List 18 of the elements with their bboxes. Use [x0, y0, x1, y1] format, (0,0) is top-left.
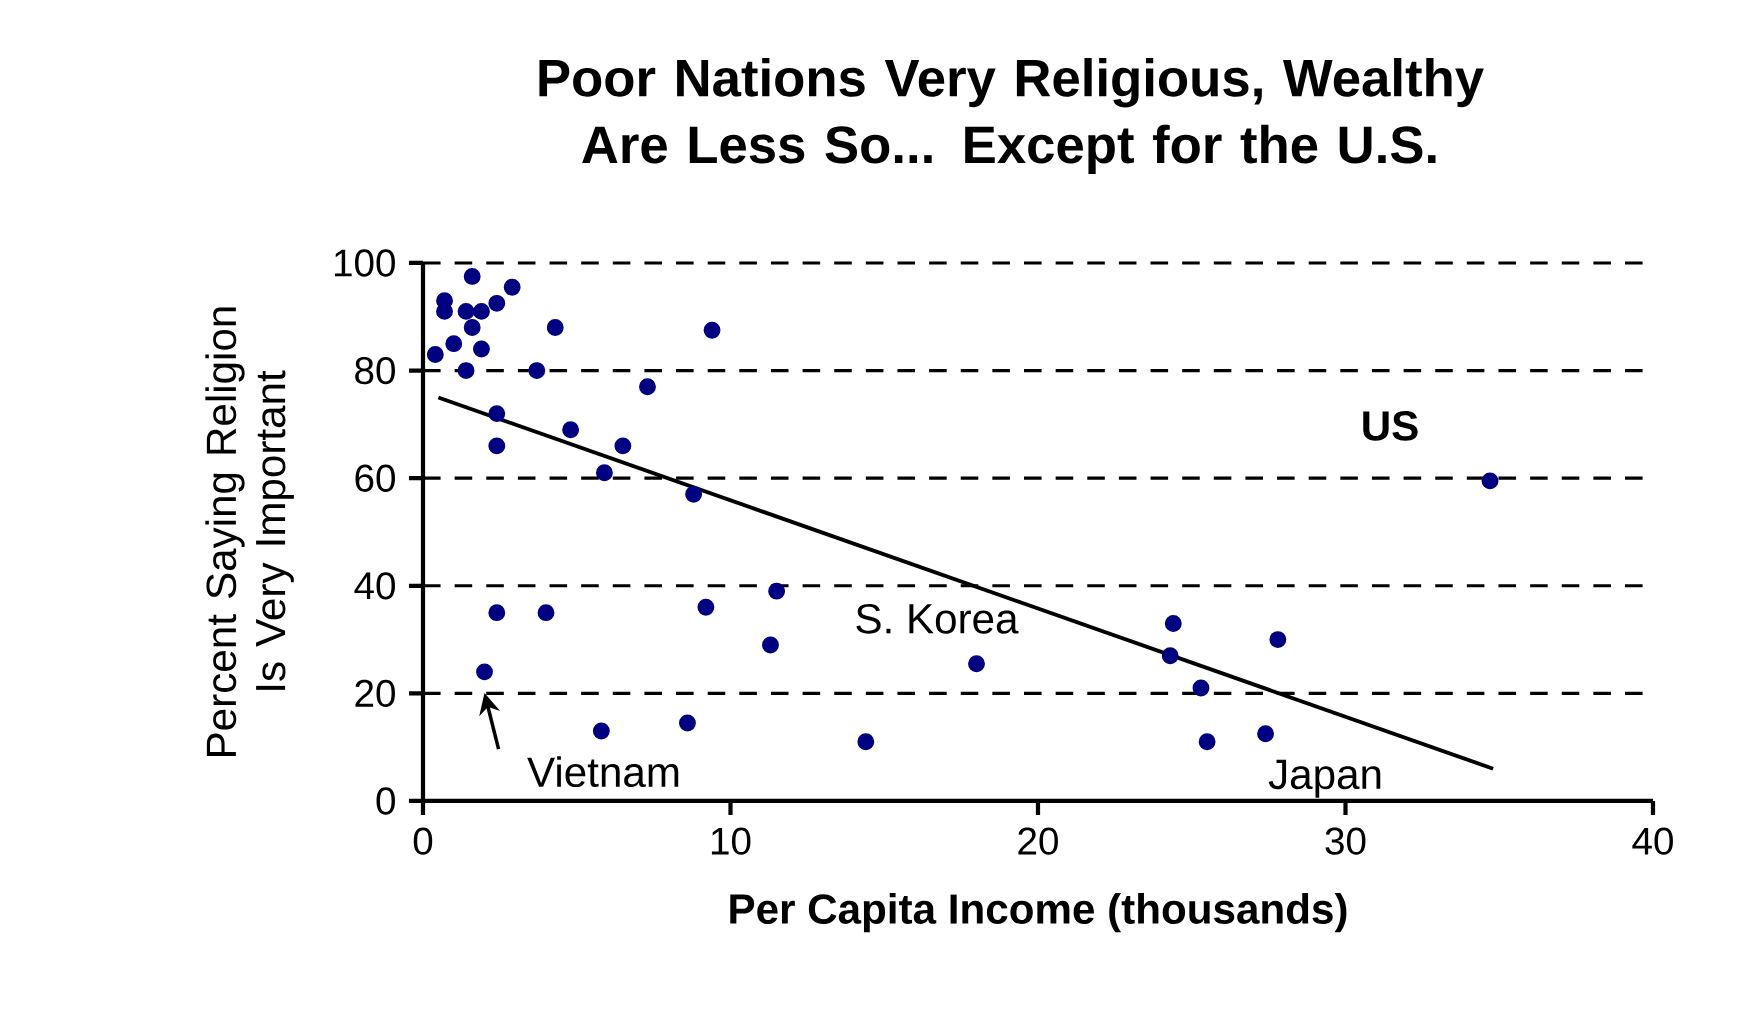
- annotation: Vietnam: [527, 756, 679, 788]
- x-axis-title: Per Capita Income (thousands): [730, 893, 1347, 933]
- y-tick-label: 100: [334, 249, 395, 277]
- y-tick-label: 60: [355, 464, 395, 492]
- y-tick-label: 40: [354, 572, 395, 600]
- x-tick-label: 40: [1632, 827, 1673, 855]
- annotation: S. Korea: [856, 603, 1019, 634]
- y-tick-label: 20: [355, 679, 395, 708]
- x-tick-label: 30: [1325, 827, 1366, 855]
- chart-title: Poor Nations Very Religious, Wealthy Are Less So... Except for the U.S.: [539, 58, 1484, 174]
- x-tick-label: 20: [1018, 827, 1058, 855]
- annotation: Japan: [1268, 759, 1381, 798]
- x-tick-label: 10: [711, 827, 751, 855]
- y-tick-label: 80: [355, 356, 395, 385]
- x-tick-label: 0: [413, 827, 433, 855]
- annotation: US: [1363, 410, 1418, 441]
- y-axis-title: Percent Saying Religion Is Very Important: [205, 307, 294, 756]
- y-tick-label: 0: [376, 787, 395, 815]
